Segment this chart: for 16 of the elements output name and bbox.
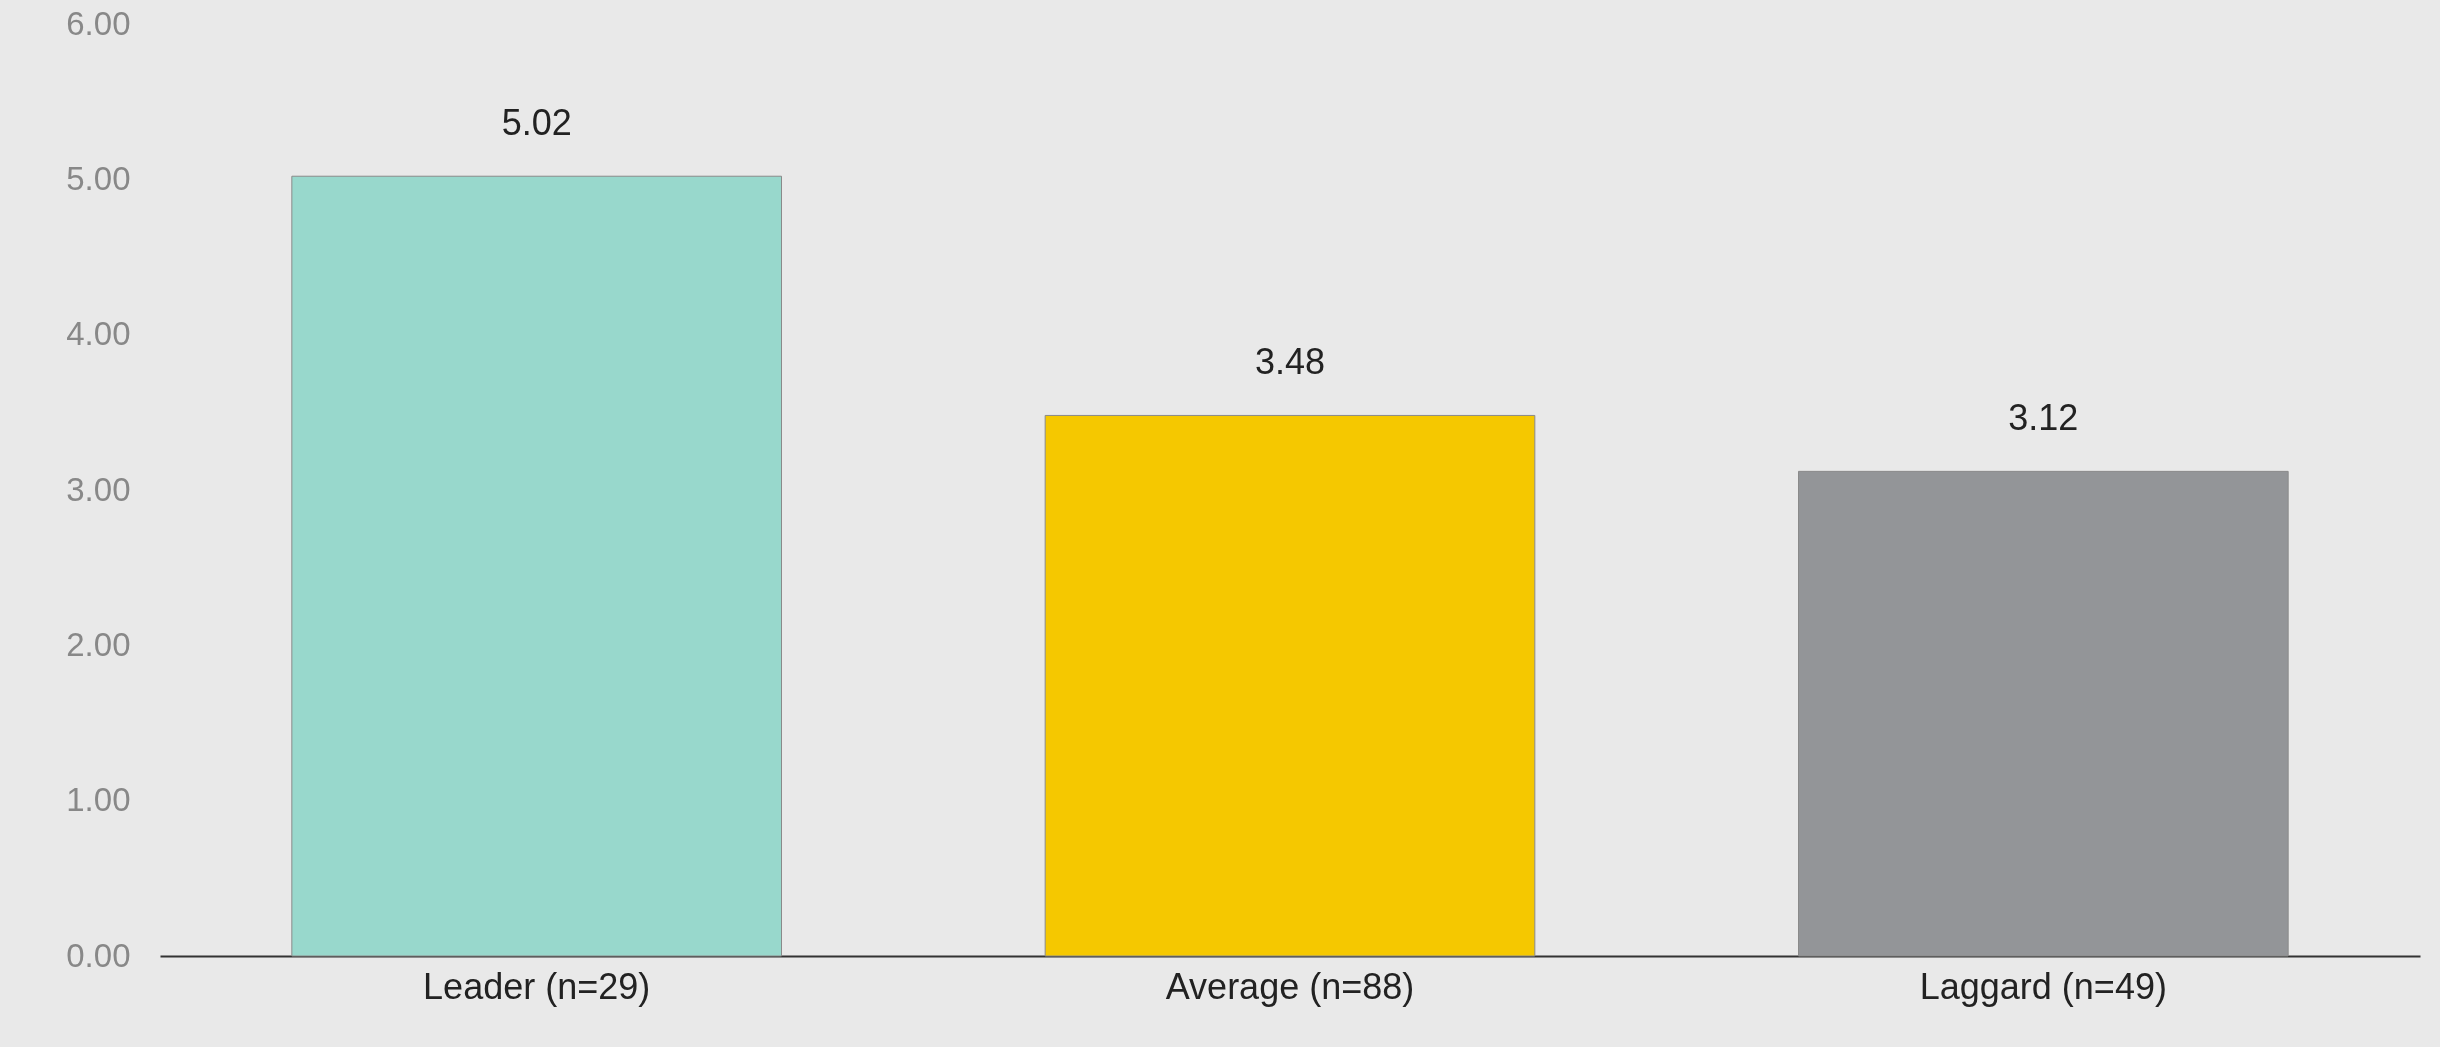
- x-tick-label: Average (n=88): [1165, 965, 1415, 1007]
- y-tick-label: 2.00: [66, 625, 131, 663]
- y-tick-label: 5.00: [66, 159, 131, 197]
- data-label: 5.02: [501, 102, 572, 144]
- y-tick-label: 4.00: [66, 315, 131, 353]
- data-label: 3.12: [2008, 397, 2079, 439]
- data-label: 3.48: [1254, 341, 1326, 383]
- y-tick-label: 1.00: [66, 781, 131, 819]
- x-tick-label: Laggard (n=49): [1919, 965, 2167, 1007]
- y-tick-label: 3.00: [66, 470, 131, 508]
- bar: [291, 175, 782, 957]
- x-tick-label: Leader (n=29): [423, 965, 651, 1007]
- bar: [1798, 470, 2289, 957]
- bar: [1044, 414, 1536, 957]
- y-tick-label: 6.00: [66, 4, 131, 42]
- y-tick-label: 0.00: [66, 936, 131, 974]
